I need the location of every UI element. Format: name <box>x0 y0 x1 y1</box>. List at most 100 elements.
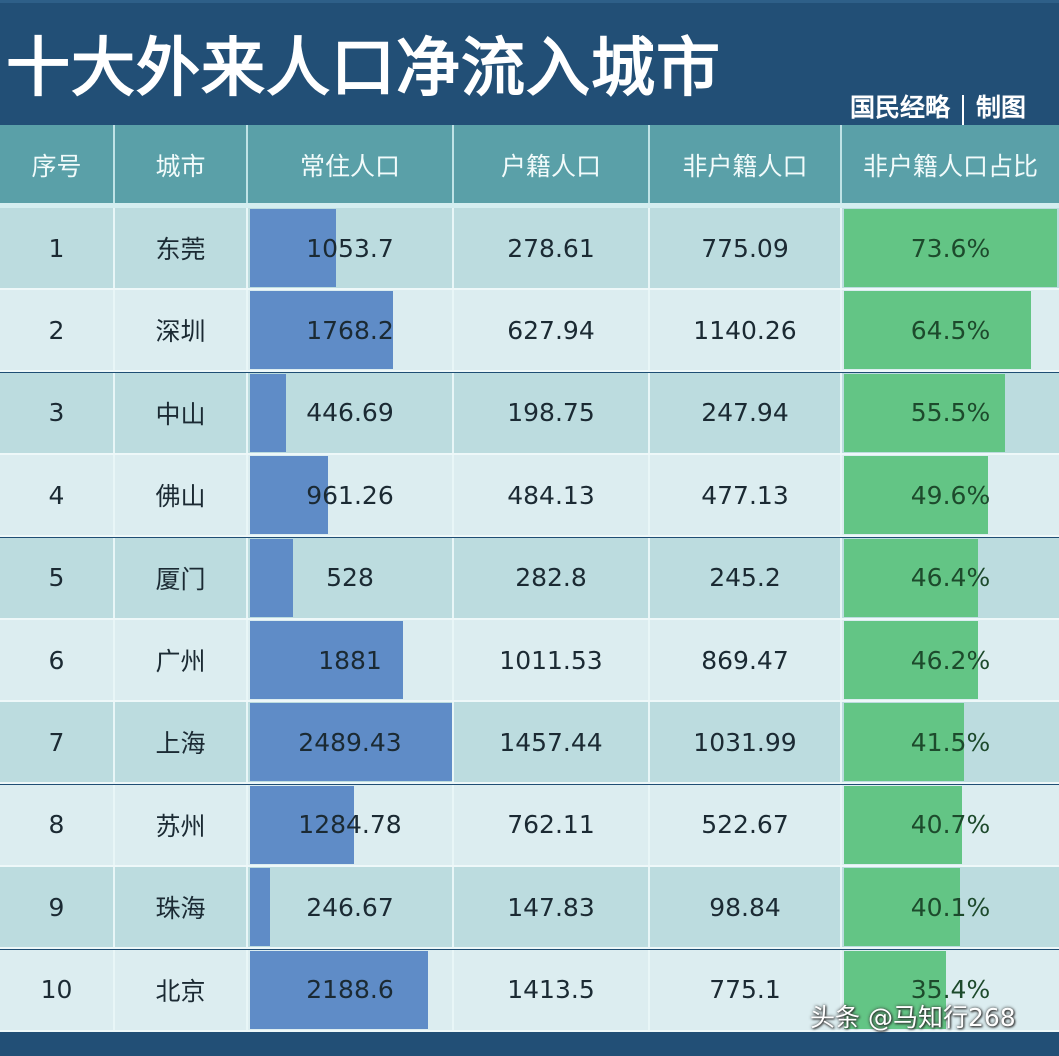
share-cell: 40.1% <box>842 867 1059 948</box>
non-registered-cell: 1140.26 <box>650 290 842 371</box>
credit-divider <box>962 94 965 125</box>
row-divider <box>0 452 1059 455</box>
resident-data-bar <box>250 868 270 947</box>
share-cell: 49.6% <box>842 455 1059 536</box>
share-data-bar <box>844 209 1057 287</box>
resident-cell: 1053.7 <box>248 208 454 288</box>
resident-cell-value: 528 <box>326 563 374 593</box>
share-data-bar <box>844 950 946 1029</box>
share-cell: 46.4% <box>842 537 1059 618</box>
share-data-bar <box>844 373 1005 452</box>
resident-cell: 1284.78 <box>248 784 454 865</box>
share-data-bar <box>844 621 978 699</box>
column-header-resident: 常住人口 <box>248 125 454 205</box>
rank-cell-value: 1 <box>48 233 65 263</box>
city-cell-value: 深圳 <box>155 317 206 347</box>
share-cell: 35.4% <box>842 949 1059 1030</box>
table-row: 2 深圳 1768.2 627.94 1140.26 64.5% <box>0 290 1059 373</box>
non-registered-cell: 1031.99 <box>650 702 842 783</box>
share-data-bar <box>844 538 978 617</box>
non-registered-cell-value: 775.1 <box>709 975 781 1005</box>
resident-data-bar <box>250 373 286 452</box>
rank-cell: 3 <box>0 372 115 453</box>
table-row: 4 佛山 961.26 484.13 477.13 49.6% <box>0 455 1059 538</box>
resident-cell-value: 246.67 <box>306 892 394 922</box>
city-cell-value: 上海 <box>155 729 206 759</box>
share-data-bar <box>844 868 960 947</box>
non-registered-cell-value: 477.13 <box>701 480 789 510</box>
watermark: 头条 @马知行268 <box>810 1003 1016 1032</box>
rank-cell: 5 <box>0 537 115 618</box>
non-registered-cell-value: 1031.99 <box>693 727 797 757</box>
share-cell: 41.5% <box>842 702 1059 783</box>
registered-cell-value: 198.75 <box>507 398 595 428</box>
resident-cell: 2188.6 <box>248 949 454 1030</box>
share-cell-value: 73.6% <box>910 233 991 263</box>
non-registered-cell-value: 247.94 <box>701 398 789 428</box>
non-registered-cell-value: 245.2 <box>709 563 781 593</box>
city-cell: 中山 <box>115 372 248 453</box>
share-cell: 46.2% <box>842 620 1059 700</box>
resident-data-bar <box>250 538 293 617</box>
rank-cell-value: 7 <box>48 727 65 757</box>
registered-cell: 278.61 <box>454 208 650 288</box>
row-divider <box>0 700 1059 702</box>
city-cell: 北京 <box>115 949 248 1030</box>
resident-cell-value: 2188.6 <box>306 975 394 1005</box>
registered-cell: 762.11 <box>454 784 650 865</box>
city-cell-value: 北京 <box>155 976 206 1006</box>
rank-cell: 1 <box>0 208 115 288</box>
city-cell: 上海 <box>115 702 248 783</box>
share-cell-value: 46.4% <box>910 563 991 593</box>
share-data-bar <box>844 703 964 782</box>
rank-cell-value: 10 <box>40 975 73 1005</box>
row-divider <box>0 370 1059 373</box>
city-cell-value: 佛山 <box>155 482 206 512</box>
rank-cell: 7 <box>0 702 115 783</box>
registered-cell-value: 1011.53 <box>499 645 603 675</box>
rank-cell: 10 <box>0 949 115 1030</box>
share-cell-value: 49.6% <box>910 480 991 510</box>
rank-cell: 6 <box>0 620 115 700</box>
table-row: 5 厦门 528 282.8 245.2 46.4% <box>0 537 1059 620</box>
registered-cell-value: 282.8 <box>515 563 587 593</box>
resident-cell: 528 <box>248 537 454 618</box>
non-registered-cell: 775.1 <box>650 949 842 1030</box>
registered-cell-value: 762.11 <box>507 810 595 840</box>
share-cell-value: 41.5% <box>910 727 991 757</box>
share-cell-value: 46.2% <box>910 645 991 675</box>
resident-cell: 1881 <box>248 620 454 700</box>
registered-cell-value: 484.13 <box>507 480 595 510</box>
table-row: 1 东莞 1053.7 278.61 775.09 73.6% <box>0 208 1059 290</box>
non-registered-cell: 98.84 <box>650 867 842 948</box>
resident-cell-value: 961.26 <box>306 480 394 510</box>
share-cell-value: 64.5% <box>910 315 991 345</box>
registered-cell: 1011.53 <box>454 620 650 700</box>
row-divider <box>0 617 1059 620</box>
header-divider <box>0 203 1059 208</box>
rank-cell-value: 8 <box>48 810 65 840</box>
column-header-rank: 序号 <box>0 125 115 205</box>
city-cell-value: 广州 <box>155 647 206 676</box>
row-divider <box>0 288 1059 290</box>
city-cell: 苏州 <box>115 784 248 865</box>
share-cell-value: 40.7% <box>910 810 991 840</box>
resident-cell: 2489.43 <box>248 702 454 783</box>
column-header-city: 城市 <box>115 125 248 205</box>
share-cell-value: 40.1% <box>910 892 991 922</box>
resident-cell: 446.69 <box>248 372 454 453</box>
non-registered-cell: 775.09 <box>650 208 842 288</box>
table-row: 3 中山 446.69 198.75 247.94 55.5% <box>0 372 1059 455</box>
resident-data-bar <box>250 703 452 782</box>
title-bar: 十大外来人口净流入城市 国民经略 制图 <box>0 0 1059 125</box>
resident-cell: 246.67 <box>248 867 454 948</box>
credit-label: 制图 <box>976 93 1027 122</box>
share-cell: 73.6% <box>842 208 1059 288</box>
resident-data-bar <box>250 950 428 1029</box>
resident-cell-value: 1768.2 <box>306 315 394 345</box>
resident-data-bar <box>250 291 393 370</box>
rank-cell-value: 3 <box>48 398 65 428</box>
row-divider <box>0 864 1059 867</box>
registered-cell: 484.13 <box>454 455 650 536</box>
resident-cell-value: 1053.7 <box>306 233 394 263</box>
